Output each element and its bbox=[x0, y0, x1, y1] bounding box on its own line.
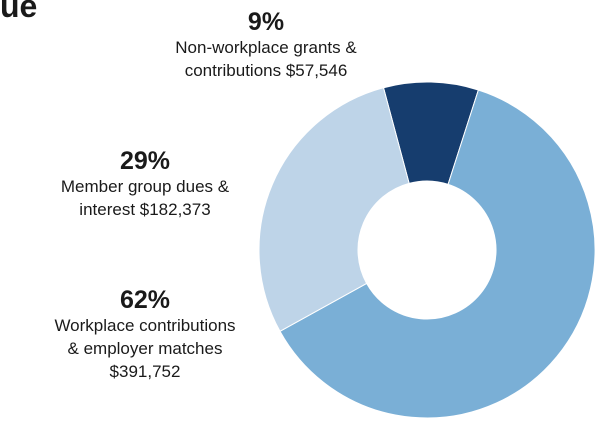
percent-label: 62% bbox=[119, 286, 171, 314]
description-line: Workplace contributions bbox=[54, 316, 236, 335]
description-line: Non-workplace grants & bbox=[175, 38, 357, 57]
label-member-group-dues: 29% Member group dues & interest $182,37… bbox=[0, 147, 290, 221]
description-line: & employer matches bbox=[67, 339, 223, 358]
description-line: contributions $57,546 bbox=[184, 61, 348, 80]
slice-workplace-contributions bbox=[279, 89, 596, 419]
percent-label: 9% bbox=[247, 8, 285, 36]
slice-member-group-dues bbox=[258, 87, 410, 332]
description-line: interest $182,373 bbox=[79, 200, 211, 219]
description-line: Member group dues & bbox=[60, 177, 230, 196]
page-title-fragment: ue bbox=[0, 0, 38, 24]
label-non-workplace-grants: 9% Non-workplace grants & contributions … bbox=[116, 8, 416, 82]
description-line: $391,752 bbox=[109, 362, 181, 381]
percent-label: 29% bbox=[119, 147, 171, 175]
label-workplace-contributions: 62% Workplace contributions & employer m… bbox=[0, 286, 290, 383]
